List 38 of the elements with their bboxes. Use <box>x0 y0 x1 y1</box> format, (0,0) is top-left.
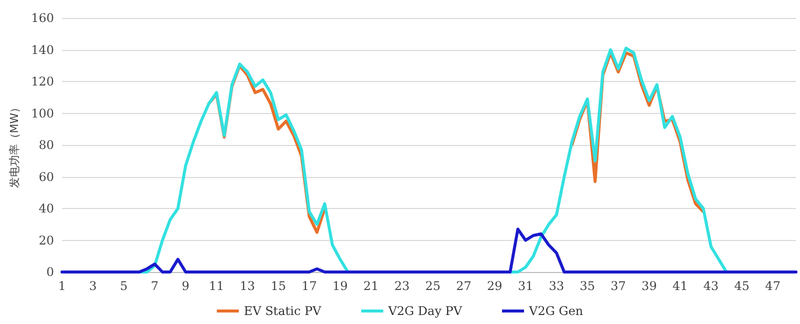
x-tick-label: 21 <box>363 279 379 293</box>
x-tick-label: 11 <box>208 279 224 293</box>
y-tick-label: 0 <box>46 265 54 279</box>
x-tick-label: 43 <box>703 279 719 293</box>
x-tick-label: 47 <box>765 279 780 293</box>
x-tick-label: 35 <box>580 279 596 293</box>
x-tick-label: 13 <box>240 279 256 293</box>
legend-label: EV Static PV <box>244 304 322 318</box>
x-tick-label: 37 <box>610 279 626 293</box>
legend-label: V2G Day PV <box>387 304 462 318</box>
x-tick-label: 1 <box>58 279 66 293</box>
y-tick-label: 60 <box>38 170 54 184</box>
x-tick-label: 29 <box>487 279 502 293</box>
y-tick-label: 160 <box>31 11 54 25</box>
x-tick-label: 15 <box>270 279 286 293</box>
x-tick-label: 41 <box>672 279 688 293</box>
x-tick-label: 19 <box>332 279 348 293</box>
y-tick-label: 20 <box>38 233 54 248</box>
line-series <box>60 228 798 274</box>
x-tick-label: 9 <box>182 279 190 293</box>
x-tick-label: 31 <box>518 279 534 293</box>
x-tick-label: 27 <box>456 279 472 293</box>
x-tick-label: 5 <box>120 279 128 293</box>
x-tick-label: 39 <box>642 279 657 293</box>
x-tick-label: 45 <box>734 279 750 293</box>
y-tick-label: 120 <box>31 74 54 88</box>
y-tick-label: 80 <box>38 138 54 152</box>
x-tick-label: 33 <box>548 279 564 293</box>
x-tick-label: 3 <box>89 279 97 293</box>
x-tick-label: 23 <box>394 279 410 293</box>
x-tick-label: 17 <box>302 279 317 293</box>
legend-label: V2G Gen <box>528 304 584 318</box>
y-tick-label: 140 <box>31 42 54 57</box>
x-tick-label: 25 <box>425 279 441 293</box>
y-tick-label: 100 <box>31 106 54 120</box>
x-tick-label: 7 <box>150 279 159 293</box>
y-axis-title: 发电功率（MW） <box>8 102 22 188</box>
y-tick-label: 40 <box>38 202 54 216</box>
